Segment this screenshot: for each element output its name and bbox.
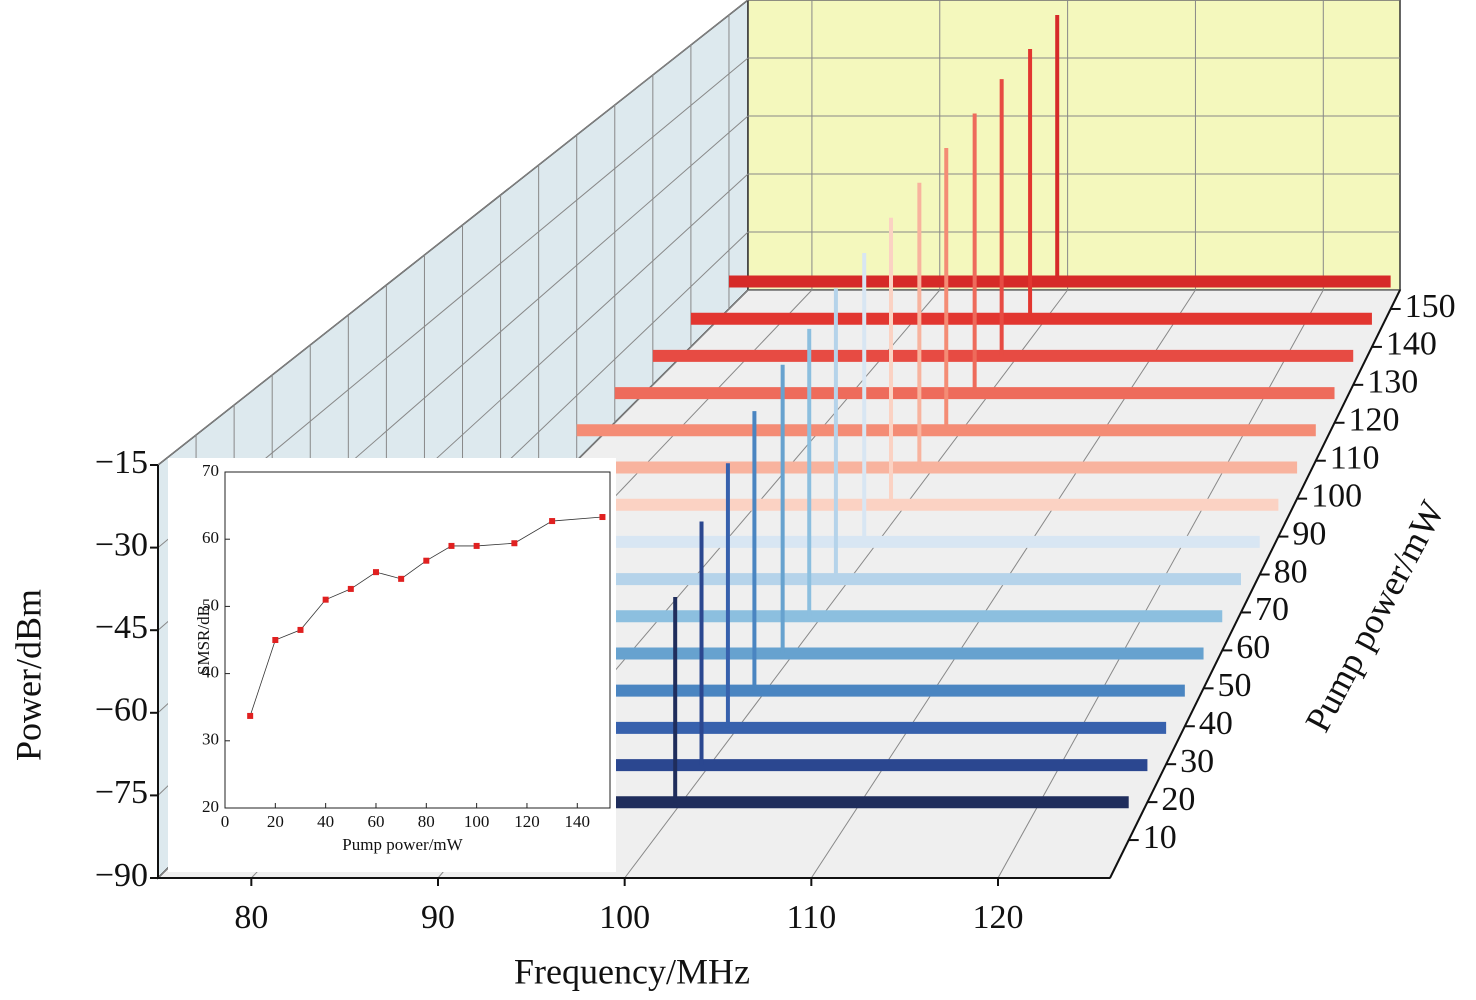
inset-y-tick-label: 40 [202, 663, 219, 682]
x-axis-label: Frequency/MHz [514, 951, 750, 991]
inset-y-tick-label: 50 [202, 595, 219, 614]
y-tick-label: −45 [95, 609, 148, 646]
z-tick-label: 30 [1180, 743, 1214, 780]
y-axis-label: Power/dBm [8, 589, 48, 761]
y-tick-label: −30 [95, 526, 148, 563]
z-tick-label: 110 [1330, 440, 1380, 477]
smsr-point [272, 637, 279, 643]
z-tick-label: 50 [1218, 667, 1252, 704]
back-wall [747, 0, 1401, 291]
x-tick-label: 120 [973, 899, 1024, 936]
z-tick-label: 20 [1161, 781, 1195, 818]
smsr-point [322, 596, 329, 603]
z-tick-label: 100 [1311, 477, 1362, 514]
z-tick-label: 80 [1274, 553, 1308, 590]
y-tick-label: −90 [95, 857, 148, 894]
inset-background [168, 458, 616, 872]
inset-y-tick-label: 30 [202, 730, 219, 749]
smsr-point [347, 585, 354, 592]
smsr-point [511, 540, 518, 547]
inset-x-tick-label: 20 [267, 812, 284, 831]
inset-y-tick-label: 60 [202, 528, 219, 547]
inset-x-tick-label: 120 [514, 812, 540, 831]
x-tick-label: 90 [421, 899, 455, 936]
z-tick-label: 40 [1199, 705, 1233, 742]
z-tick-label: 140 [1386, 326, 1437, 363]
smsr-point [398, 575, 405, 582]
y-tick-label: −75 [95, 774, 148, 811]
smsr-point [549, 518, 556, 525]
z-tick-label: 10 [1143, 819, 1177, 856]
z-tick-label: 60 [1236, 629, 1270, 666]
inset-x-tick-label: 0 [221, 812, 230, 831]
smsr-point [599, 514, 606, 521]
z-tick-label: 70 [1255, 591, 1289, 628]
inset-x-tick-label: 80 [418, 812, 435, 831]
smsr-point [448, 542, 455, 549]
smsr-point [297, 626, 304, 633]
x-tick-label: 80 [234, 899, 268, 936]
smsr-point [423, 557, 430, 564]
smsr-point [247, 712, 254, 719]
inset-y-label: SMSR/dB [194, 605, 213, 675]
z-tick-label: 150 [1405, 288, 1456, 325]
inset-y-tick-label: 70 [202, 461, 219, 480]
inset-x-tick-label: 40 [317, 812, 334, 831]
y-tick-label: −60 [95, 692, 148, 729]
grid-line [157, 0, 749, 466]
inset-x-label: Pump power/mW [342, 835, 463, 854]
z-tick-label: 90 [1292, 515, 1326, 552]
z-tick-label: 120 [1349, 402, 1400, 439]
smsr-point [372, 569, 379, 576]
inset-x-tick-label: 100 [464, 812, 490, 831]
inset-y-tick-label: 20 [202, 797, 219, 816]
inset-x-tick-label: 140 [565, 812, 591, 831]
x-tick-label: 110 [786, 899, 836, 936]
z-tick-label: 130 [1367, 364, 1418, 401]
plot-frame [224, 471, 611, 809]
z-axis [1109, 289, 1401, 879]
smsr-point [473, 542, 480, 549]
y-tick-label: −15 [95, 444, 148, 481]
inset-x-tick-label: 60 [367, 812, 384, 831]
x-tick-label: 100 [599, 899, 650, 936]
